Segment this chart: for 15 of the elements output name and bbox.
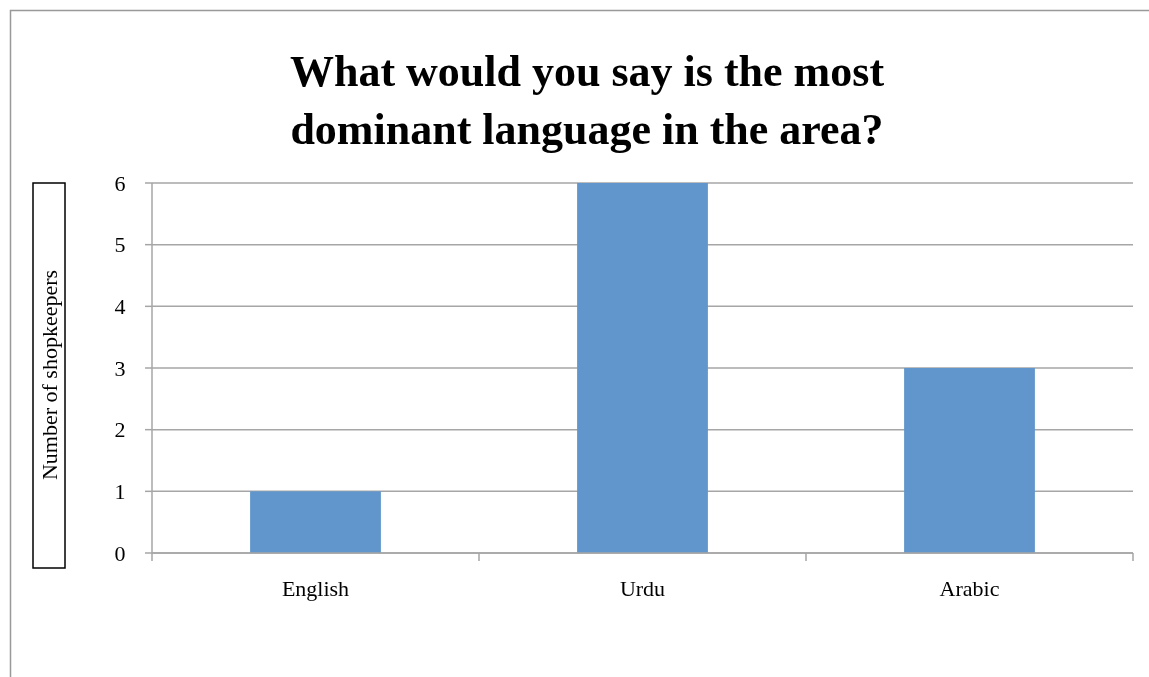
y-tick-label: 0: [114, 540, 126, 566]
y-tick-label: 2: [114, 417, 126, 443]
bar: [904, 368, 1035, 553]
y-tick-label: 1: [114, 479, 126, 505]
y-axis-title: Number of shopkeepers: [37, 269, 62, 481]
bar: [577, 183, 708, 553]
x-tick-label: Urdu: [619, 576, 666, 601]
y-tick-label: 6: [114, 170, 126, 196]
bar: [250, 491, 381, 553]
y-tick-label: 5: [114, 232, 126, 258]
x-tick-label: English: [281, 576, 350, 601]
chart-title: What would you say is the most dominant language in the area?: [289, 47, 885, 154]
x-tick-label: Arabic: [939, 576, 1000, 601]
y-tick-label: 3: [114, 355, 126, 381]
y-tick-label: 4: [114, 294, 126, 320]
